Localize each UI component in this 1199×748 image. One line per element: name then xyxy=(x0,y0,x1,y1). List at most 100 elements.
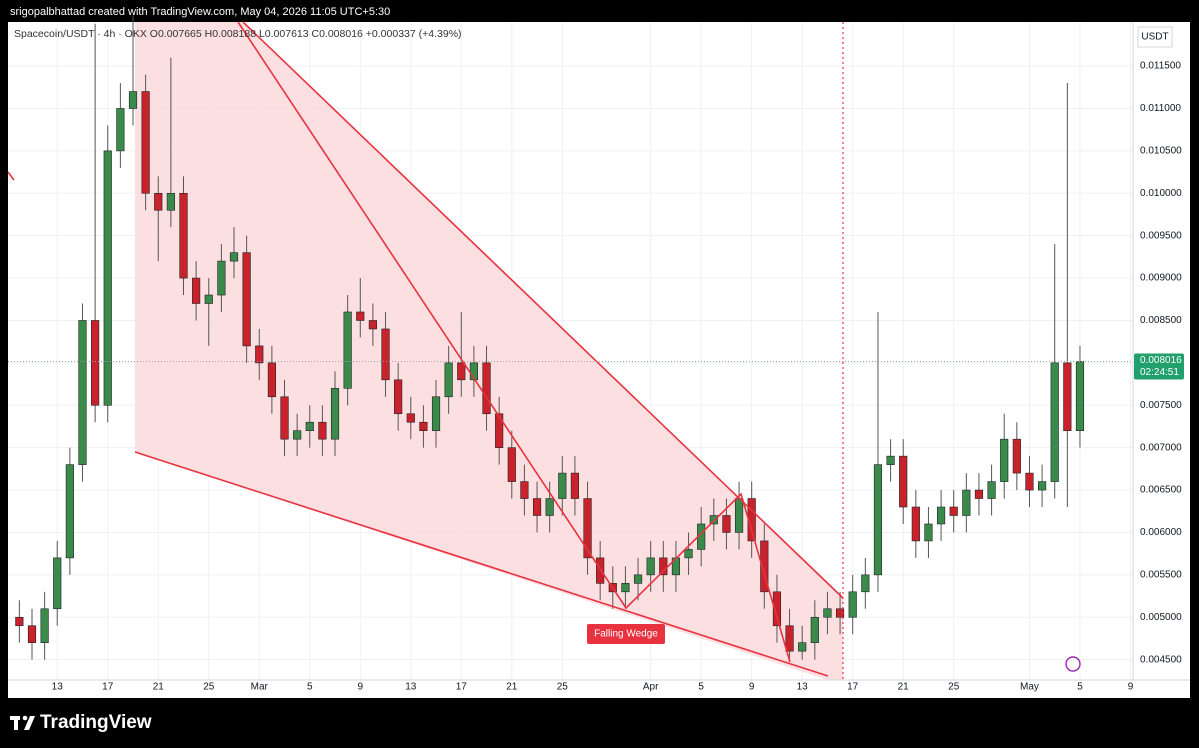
x-tick-label: 25 xyxy=(557,682,569,693)
x-tick-label: 5 xyxy=(307,682,313,693)
candle-body xyxy=(1000,438,1009,482)
candle-body xyxy=(242,252,251,347)
candle-body xyxy=(444,362,453,398)
candle-body xyxy=(911,506,920,542)
candle-body xyxy=(343,311,352,389)
candle-body xyxy=(116,108,125,152)
candle-body xyxy=(962,489,971,516)
candle-body xyxy=(936,506,946,525)
y-tick-label: 0.009500 xyxy=(1140,230,1182,241)
arrow xyxy=(7,171,15,181)
candle-body xyxy=(873,464,883,576)
candle-body xyxy=(280,396,289,440)
y-tick-label: 0.004500 xyxy=(1140,654,1182,665)
x-tick-label: Apr xyxy=(643,682,659,693)
candle-body xyxy=(40,608,49,643)
logo xyxy=(10,715,35,730)
candle-body xyxy=(974,489,984,499)
candle-body xyxy=(684,549,693,559)
x-tick-label: Mar xyxy=(251,682,269,693)
price-axis xyxy=(1133,22,1190,680)
last-price-box xyxy=(1134,353,1184,380)
candle-body xyxy=(78,320,87,465)
candle-body xyxy=(330,388,340,440)
currency: USDT xyxy=(1141,32,1168,43)
y-tick-label: 0.006500 xyxy=(1140,485,1182,496)
candle-body xyxy=(520,481,529,499)
x-tick-label: 13 xyxy=(797,682,809,693)
x-tick-label: 5 xyxy=(698,682,704,693)
candle-body xyxy=(633,574,643,584)
candle-body xyxy=(949,506,958,516)
candle-body xyxy=(1063,362,1072,432)
x-tick-label: 17 xyxy=(847,682,859,693)
wedge-lines xyxy=(7,21,844,677)
annotation: Falling Wedge xyxy=(594,629,658,640)
x-tick-label: 17 xyxy=(456,682,468,693)
currency-box xyxy=(1137,26,1173,48)
x-tick-label: 21 xyxy=(898,682,910,693)
y-tick-label: 0.011000 xyxy=(1140,103,1181,114)
y-tick-label: 0.007000 xyxy=(1140,442,1182,453)
y-tick-label: 0.011500 xyxy=(1140,61,1181,72)
candle-body xyxy=(394,379,403,415)
x-tick-label: 17 xyxy=(102,682,114,693)
wedge-lower xyxy=(134,451,829,677)
candle-body xyxy=(886,455,895,465)
candle-body xyxy=(293,430,302,440)
candle-body xyxy=(798,642,807,652)
candle-body xyxy=(204,294,213,304)
logo-part xyxy=(22,715,28,721)
logo-part xyxy=(24,716,35,730)
candle-body xyxy=(128,91,138,109)
candle-body xyxy=(835,608,845,618)
candle-body xyxy=(659,557,668,576)
logo-part xyxy=(14,716,18,730)
candle-body xyxy=(166,192,175,211)
candle-body xyxy=(192,277,201,304)
candles xyxy=(15,15,1085,660)
candle-body xyxy=(532,498,542,516)
candle-body xyxy=(217,260,226,296)
candle-body xyxy=(861,574,870,593)
x-tick-label: 21 xyxy=(153,682,165,693)
candle-body xyxy=(848,591,857,618)
y-tick-label: 0.007500 xyxy=(1140,400,1182,411)
x-tick-label: 21 xyxy=(506,682,518,693)
candle-body xyxy=(65,464,74,559)
x-tick-label: 13 xyxy=(405,682,417,693)
brand: TradingView xyxy=(40,712,152,733)
candle-body xyxy=(709,515,718,525)
candle-body xyxy=(91,320,100,406)
candle-body xyxy=(772,591,782,627)
x-tick-label: 5 xyxy=(1077,682,1083,693)
x-tick-label: 9 xyxy=(357,682,363,693)
last-price: 0.008016 xyxy=(1140,355,1182,366)
countdown: 02:24:51 xyxy=(1140,367,1179,378)
candle-body xyxy=(734,498,744,533)
candle-body xyxy=(381,328,390,381)
y-tick-label: 0.010000 xyxy=(1140,188,1182,199)
candle-body xyxy=(760,540,769,593)
x-tick-label: 9 xyxy=(749,682,755,693)
y-tick-label: 0.009000 xyxy=(1140,273,1182,284)
y-tick-label: 0.010500 xyxy=(1140,146,1182,157)
alert-icon[interactable] xyxy=(1065,656,1081,672)
candle-body xyxy=(899,455,908,508)
candle-body xyxy=(823,608,832,618)
candle-body xyxy=(482,362,491,415)
candle-body xyxy=(368,320,377,330)
candle-body xyxy=(229,252,239,262)
candle-body xyxy=(1012,438,1021,474)
y-tick-label: 0.005000 xyxy=(1140,612,1182,623)
candle-body xyxy=(1075,361,1085,432)
x-tick-label: May xyxy=(1020,682,1039,693)
y-tick-label: 0.006000 xyxy=(1140,527,1182,538)
candle-body xyxy=(1025,472,1034,491)
candle-body xyxy=(722,515,731,533)
candle-body xyxy=(457,362,466,381)
candle-body xyxy=(27,625,37,643)
candle-body xyxy=(103,150,112,406)
candle-body xyxy=(154,192,163,211)
